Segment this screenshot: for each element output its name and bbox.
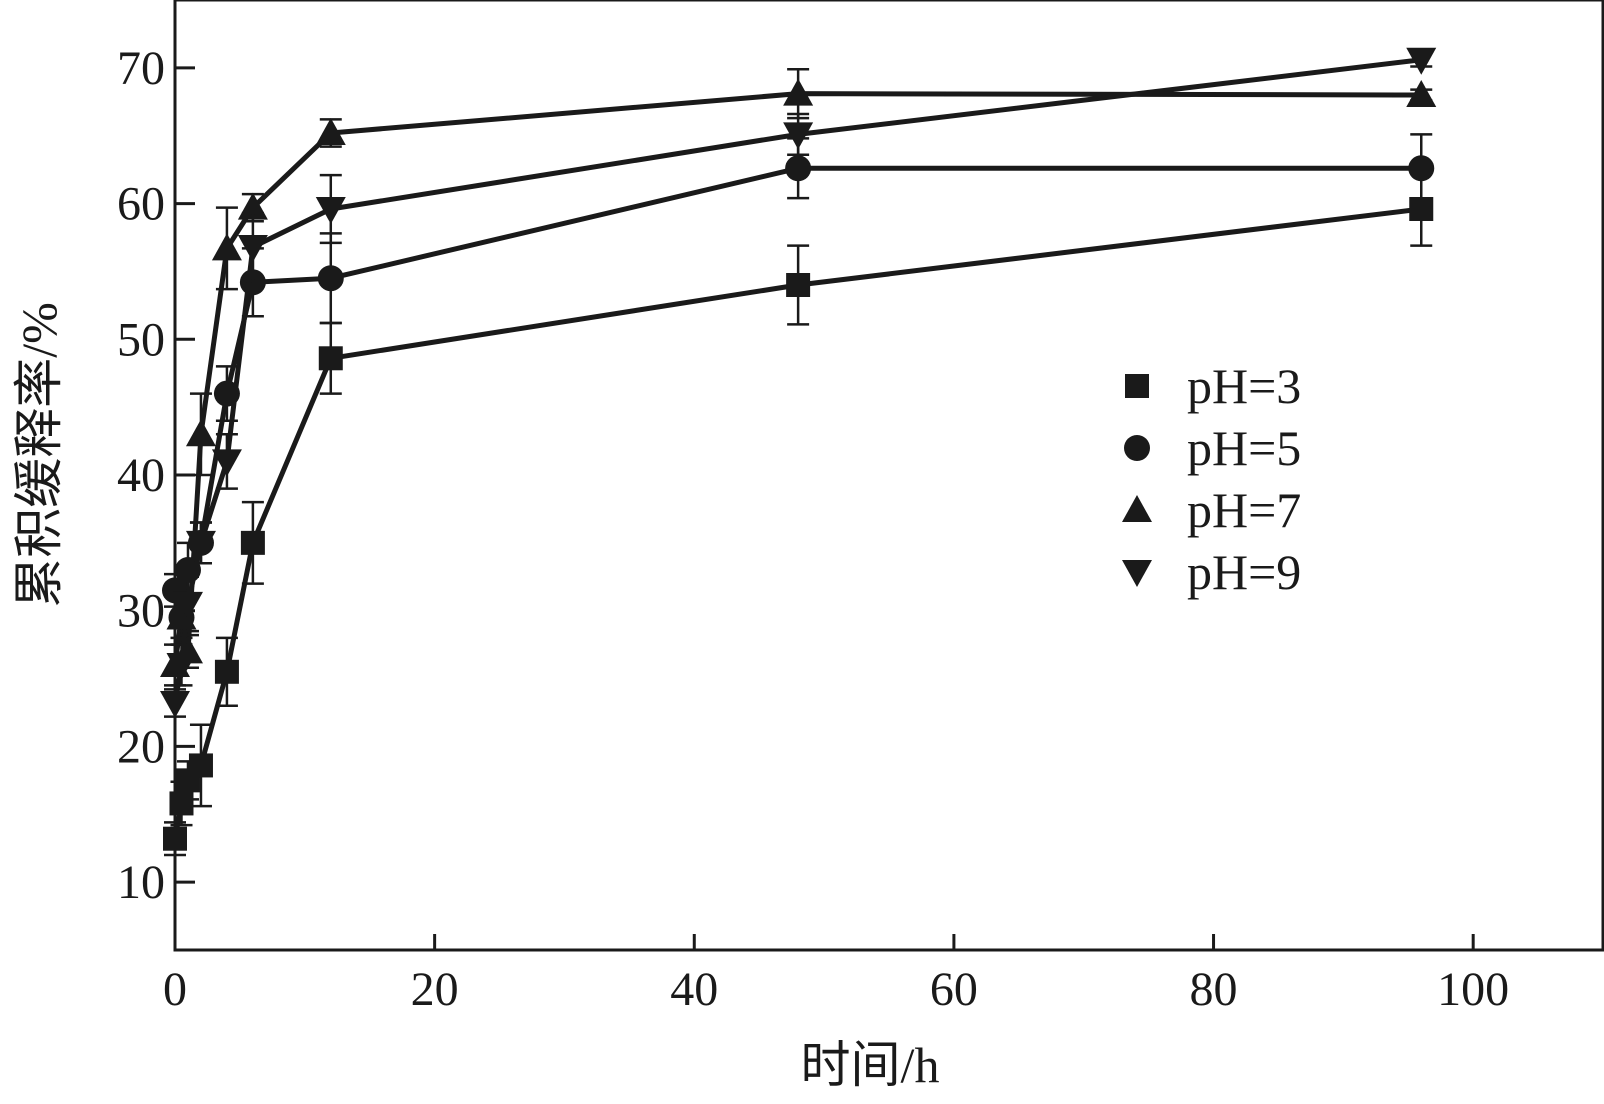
legend-marker: [1124, 435, 1150, 461]
y-axis-ticks: 10 20 30 40 50 60 70: [117, 42, 195, 909]
x-tick-label: 20: [411, 963, 459, 1016]
legend-marker: [1125, 374, 1149, 398]
y-tick-label: 70: [117, 42, 165, 95]
y-tick-label: 10: [117, 856, 165, 909]
series-triangle-down: [160, 47, 1437, 718]
series-layer: [160, 47, 1437, 857]
legend-label: pH=5: [1187, 420, 1301, 476]
data-point: [317, 265, 344, 292]
x-tick-label: 80: [1190, 963, 1238, 1016]
data-point: [783, 78, 814, 106]
data-point: [785, 155, 812, 182]
y-axis-label: 累积缓释率/%: [11, 302, 67, 608]
data-point: [160, 691, 190, 718]
y-tick-label: 30: [117, 585, 165, 638]
data-point: [163, 826, 187, 851]
data-point: [315, 197, 346, 224]
y-tick-label: 60: [117, 178, 165, 231]
data-point: [786, 273, 811, 297]
data-point: [211, 233, 242, 261]
legend-marker: [1122, 560, 1152, 587]
data-point: [240, 530, 265, 555]
x-tick-label: 100: [1437, 963, 1509, 1016]
data-point: [185, 530, 216, 558]
legend-label: pH=3: [1187, 358, 1301, 414]
data-point: [315, 118, 346, 145]
legend: pH=3 pH=5 pH=7 pH=9: [1122, 358, 1301, 600]
x-tick-label: 60: [930, 963, 978, 1016]
data-point: [783, 122, 814, 150]
data-point: [169, 791, 194, 816]
y-tick-label: 40: [117, 449, 165, 502]
x-axis-label: 时间/h: [801, 1037, 940, 1093]
x-tick-label: 40: [670, 963, 718, 1016]
legend-label: pH=9: [1187, 544, 1301, 600]
legend-marker: [1122, 495, 1152, 522]
data-point: [211, 449, 242, 477]
legend-label: pH=7: [1187, 482, 1301, 538]
data-point: [188, 753, 213, 778]
data-point: [185, 419, 216, 447]
data-point: [1408, 155, 1435, 182]
data-point: [1406, 80, 1437, 107]
x-tick-label: 0: [163, 963, 187, 1016]
data-point: [1406, 47, 1437, 75]
plot-frame: [173, 0, 1604, 952]
data-point: [214, 659, 239, 684]
x-axis-ticks: 0 20 40 60 80 100: [163, 934, 1509, 1016]
data-point: [318, 346, 343, 371]
y-tick-label: 20: [117, 720, 165, 773]
data-point: [237, 235, 268, 262]
y-tick-label: 50: [117, 313, 165, 366]
data-point: [172, 591, 203, 619]
data-point: [166, 653, 197, 680]
